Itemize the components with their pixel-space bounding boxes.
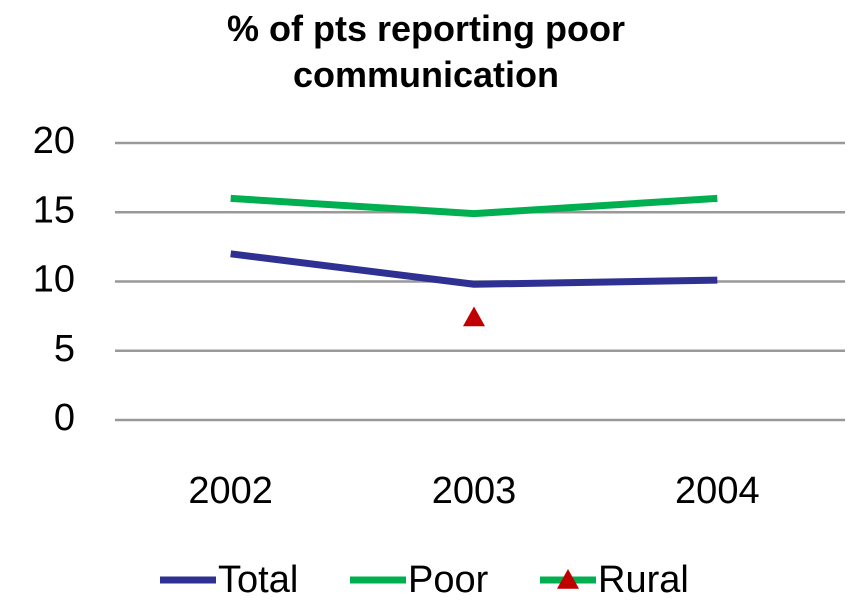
legend-marker: [557, 569, 579, 589]
marker: [463, 306, 485, 327]
x-tick-label: 2002: [188, 470, 273, 512]
y-tick-label: 0: [54, 397, 75, 439]
y-tick-label: 15: [33, 189, 75, 231]
x-tick-label: 2004: [675, 470, 760, 512]
y-tick-label: 10: [33, 259, 75, 301]
legend-label: Total: [218, 559, 298, 601]
y-tick-label: 5: [54, 328, 75, 370]
legend-label: Poor: [408, 559, 489, 601]
chart-title: % of pts reporting poor communication: [227, 8, 625, 95]
series-line: [230, 194, 718, 218]
x-tick-label: 2003: [432, 470, 517, 512]
series-line: [230, 250, 718, 288]
y-tick-label: 20: [33, 120, 75, 162]
legend-label: Rural: [598, 559, 689, 601]
